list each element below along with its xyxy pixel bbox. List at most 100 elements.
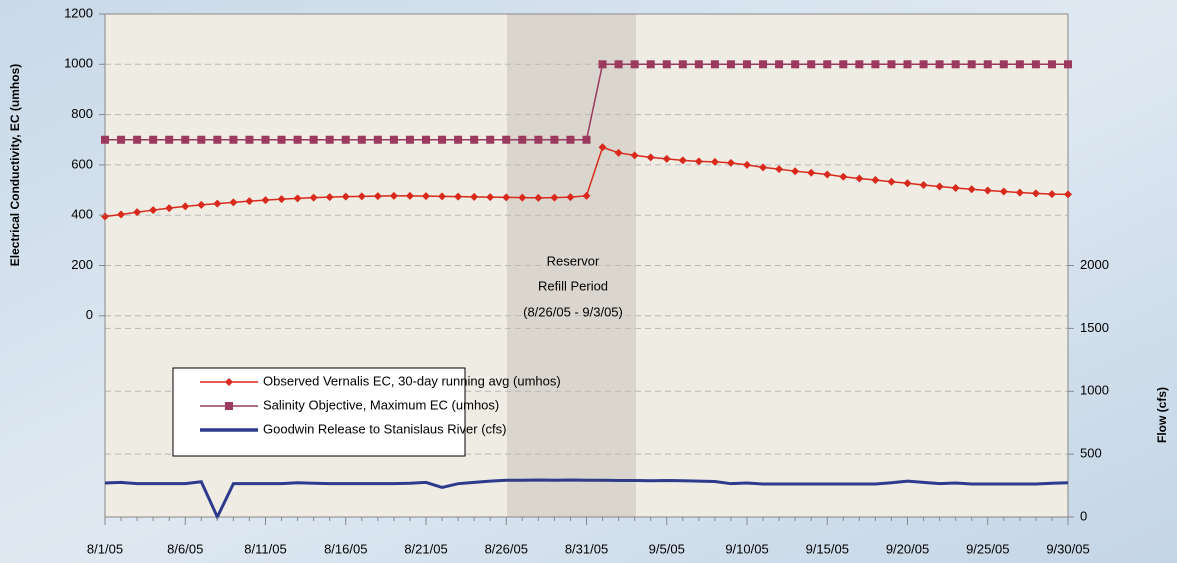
point <box>1031 60 1040 69</box>
point <box>598 143 607 152</box>
point <box>855 174 864 183</box>
point <box>245 197 254 206</box>
point <box>983 60 992 69</box>
point <box>759 60 768 69</box>
point <box>823 170 832 179</box>
point <box>935 182 944 191</box>
point <box>839 60 848 69</box>
series <box>101 60 1072 521</box>
point <box>389 135 398 144</box>
y-tick-label: 1200 <box>64 5 93 20</box>
point <box>293 194 302 203</box>
point <box>646 60 655 69</box>
point <box>325 135 334 144</box>
y2-tick-label: 1500 <box>1080 320 1109 335</box>
point <box>422 192 430 201</box>
point <box>662 154 671 163</box>
point <box>502 193 511 202</box>
x-tick-label: 8/1/05 <box>87 541 123 556</box>
point <box>454 135 463 144</box>
y-tick-label: 200 <box>71 257 93 272</box>
point <box>405 135 414 144</box>
point <box>229 198 238 207</box>
point <box>710 157 719 166</box>
annotation: Reservor <box>547 253 600 268</box>
point <box>165 135 174 144</box>
point <box>518 193 527 202</box>
point <box>839 172 848 181</box>
y2-axis-title: Flow (cfs) <box>1155 387 1169 443</box>
point <box>341 192 350 201</box>
point <box>534 193 543 202</box>
point <box>871 175 880 184</box>
point <box>518 135 527 144</box>
point <box>951 60 960 69</box>
point <box>1031 189 1040 198</box>
legend-label: Observed Vernalis EC, 30-day running avg… <box>263 373 561 388</box>
point <box>775 60 784 69</box>
point <box>582 191 591 200</box>
point <box>486 193 495 202</box>
x-tick-label: 9/30/05 <box>1046 541 1089 556</box>
point <box>598 60 607 69</box>
point <box>951 184 960 193</box>
point <box>967 185 976 194</box>
y-tick-label: 1000 <box>64 56 93 71</box>
point <box>807 60 816 69</box>
legend-marker <box>225 402 233 410</box>
point <box>967 60 976 69</box>
point <box>871 60 880 69</box>
legend-label: Goodwin Release to Stanislaus River (cfs… <box>263 421 507 436</box>
point <box>1015 188 1024 197</box>
annotation: Refill Period <box>538 278 608 293</box>
y2-tick-label: 0 <box>1080 508 1087 523</box>
x-tick-label: 8/6/05 <box>167 541 203 556</box>
x-tick-label: 9/5/05 <box>649 541 685 556</box>
point <box>903 60 912 69</box>
point <box>855 60 864 69</box>
point <box>630 60 639 69</box>
y-tick-label: 800 <box>71 106 93 121</box>
point <box>550 193 559 202</box>
point <box>775 165 784 174</box>
y-tick-label: 0 <box>86 307 93 322</box>
annotation: (8/26/05 - 9/3/05) <box>523 304 623 319</box>
point <box>903 179 912 188</box>
point <box>566 135 575 144</box>
point <box>726 60 735 69</box>
point <box>101 212 109 221</box>
series-line <box>104 478 1069 521</box>
x-tick-label: 8/26/05 <box>485 541 528 556</box>
point <box>823 60 832 69</box>
point <box>213 199 222 208</box>
point <box>422 135 430 144</box>
point <box>630 151 639 160</box>
point <box>309 193 318 202</box>
point <box>662 60 671 69</box>
point <box>566 193 575 202</box>
y-axis-title: Electrical Conductivity, EC (umhos) <box>8 64 22 266</box>
point <box>1064 190 1072 199</box>
point <box>791 60 800 69</box>
point <box>149 135 158 144</box>
point <box>887 60 896 69</box>
y-tick-label: 600 <box>71 156 93 171</box>
point <box>373 135 382 144</box>
point <box>614 60 623 69</box>
legend-items: Observed Vernalis EC, 30-day running avg… <box>200 373 561 436</box>
point <box>614 148 623 157</box>
x-tick-label: 8/31/05 <box>565 541 608 556</box>
point <box>197 135 206 144</box>
point <box>919 181 928 190</box>
y-tick-label: 400 <box>71 207 93 222</box>
x-tick-label: 9/25/05 <box>966 541 1009 556</box>
point <box>357 135 366 144</box>
point <box>133 208 142 217</box>
point <box>405 191 414 200</box>
point <box>1064 60 1072 69</box>
point <box>277 135 286 144</box>
point <box>133 135 142 144</box>
point <box>181 202 190 211</box>
point <box>341 135 350 144</box>
